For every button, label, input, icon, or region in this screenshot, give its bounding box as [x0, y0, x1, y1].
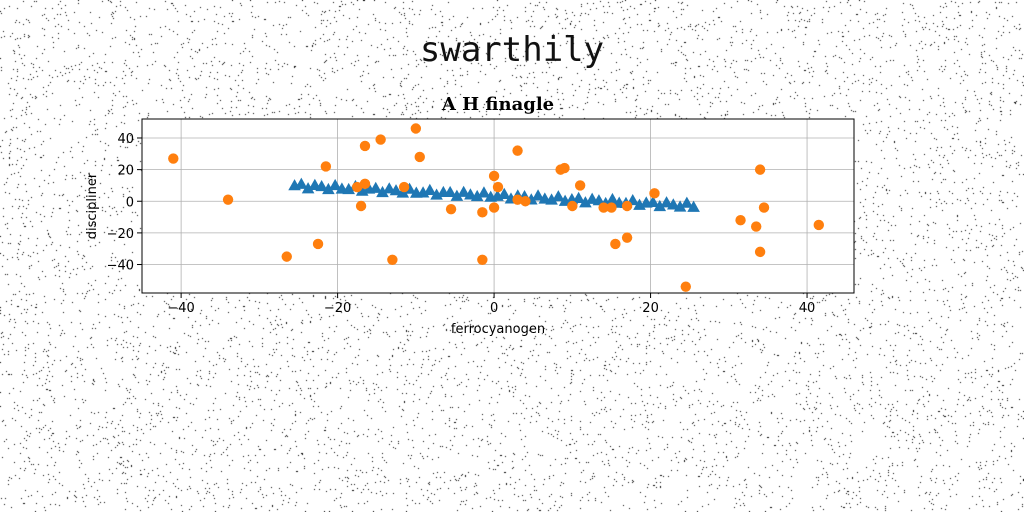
triangle-point: [667, 198, 680, 210]
triangle-point: [572, 191, 585, 203]
triangle-point: [328, 178, 342, 191]
scatter-point: [488, 202, 500, 213]
triangle-point: [477, 186, 491, 198]
scatter-point: [567, 200, 578, 212]
triangle-point: [653, 199, 667, 212]
scatter-point: [355, 200, 367, 212]
plot-frame: [141, 118, 855, 294]
y-axis-label: discipliner: [85, 172, 100, 239]
scatter-point: [477, 207, 488, 218]
x-tick-label: 0: [490, 301, 498, 316]
x-tick-label: 20: [642, 301, 659, 316]
scatter-point: [359, 140, 371, 152]
x-tick-label: −40: [167, 301, 194, 316]
y-tick-label: −40: [107, 259, 134, 274]
scatter-point: [168, 153, 179, 164]
scatter-point: [649, 188, 660, 199]
series-layer: [168, 123, 824, 292]
triangle-point: [443, 185, 457, 198]
triangle-point: [369, 181, 383, 193]
scatter-point: [222, 194, 234, 205]
scatter-point: [281, 251, 292, 262]
scatter-point: [574, 180, 586, 191]
scatter-point: [621, 232, 633, 243]
triangle-point: [322, 182, 335, 195]
scatter-point: [410, 123, 422, 134]
triangle-point: [450, 189, 464, 201]
scatter-point: [680, 281, 691, 292]
y-tick-label: −20: [107, 227, 134, 242]
x-axis-label: ferrocyanogen: [451, 322, 545, 337]
scatter-point: [477, 254, 488, 265]
scatter-point: [621, 200, 633, 212]
triangle-point: [545, 193, 558, 205]
scatter-point: [414, 151, 425, 163]
scatter-point: [512, 194, 523, 205]
scatter-point: [488, 170, 500, 182]
triangle-point: [423, 183, 437, 196]
scatter-point: [735, 215, 746, 226]
scatter-point: [559, 162, 570, 174]
scatter-point: [398, 181, 410, 193]
scatter-point: [813, 219, 824, 231]
triangle-point: [552, 190, 565, 202]
scatter-point: [758, 202, 770, 213]
triangle-point: [389, 184, 403, 196]
scatter-point: [754, 246, 766, 258]
scatter-point: [512, 145, 523, 156]
scatter-point: [754, 164, 766, 175]
triangle-point: [470, 189, 484, 202]
triangle-point: [342, 182, 355, 195]
scatter-point: [359, 178, 371, 190]
x-tick-label: −20: [324, 301, 351, 316]
scatter-point: [520, 196, 531, 207]
scatter-point: [445, 203, 457, 215]
triangle-point: [687, 200, 700, 212]
scatter-point: [387, 254, 398, 265]
triangle-point: [579, 196, 592, 208]
figure-suptitle: swarthily: [419, 30, 605, 70]
triangle-point: [315, 179, 328, 192]
y-tick-label: 20: [117, 164, 134, 179]
triangle-point: [457, 185, 470, 197]
triangle-point: [646, 195, 660, 208]
triangle-point: [606, 192, 619, 205]
scatter-point: [312, 238, 324, 250]
triangle-point: [680, 196, 694, 208]
triangle-point: [301, 182, 315, 194]
triangle-point: [660, 196, 673, 208]
triangle-point: [497, 187, 511, 199]
scatter-point: [606, 202, 617, 213]
triangle-point: [531, 189, 545, 201]
scatter-point: [610, 238, 621, 250]
scatter-point: [351, 181, 363, 193]
scatter-point: [375, 134, 386, 145]
ticks: −40 −20 0 20 40 −40 −20 0 20 40: [107, 132, 816, 316]
x-tick-label: 40: [799, 301, 816, 316]
triangle-point: [295, 177, 308, 189]
scatter-point: [750, 221, 762, 232]
scatter-point: [320, 161, 332, 172]
triangle-point: [673, 200, 687, 212]
scatter-point: [492, 181, 504, 193]
triangle-point: [592, 194, 606, 206]
y-tick-label: 40: [117, 132, 134, 147]
triangle-point: [376, 185, 389, 198]
scatter-point: [598, 202, 609, 213]
chart-title: A H finagle: [441, 94, 554, 115]
y-tick-label: 0: [126, 195, 134, 210]
